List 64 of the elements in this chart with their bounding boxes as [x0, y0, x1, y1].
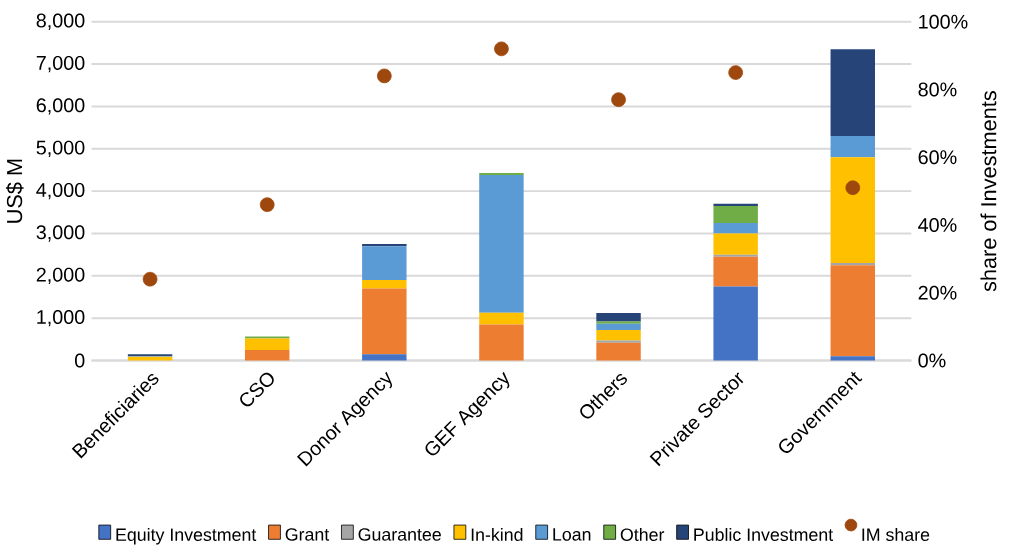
y-tick-label: 6,000	[36, 98, 85, 115]
legend-label: IM share	[862, 527, 930, 541]
bar	[362, 243, 407, 246]
bar	[830, 135, 875, 158]
legend-label: Public Investment	[694, 527, 834, 541]
bar	[479, 312, 524, 325]
y-tick-label: 4,000	[36, 182, 85, 200]
bar	[713, 203, 758, 206]
y2-tick-label: 100%	[919, 14, 968, 29]
bar	[713, 222, 758, 234]
legend-label: Grant	[285, 527, 330, 541]
bar	[596, 342, 641, 361]
point	[728, 65, 743, 80]
bar	[479, 174, 524, 313]
bar	[596, 323, 641, 330]
bar	[713, 233, 758, 255]
y-axis-title: US$ M	[5, 159, 24, 223]
bar	[362, 288, 407, 354]
point	[142, 271, 158, 287]
y-tick-label: 7,000	[36, 55, 85, 73]
bar	[830, 49, 875, 136]
y-tick-label: 5,000	[36, 140, 85, 157]
bar	[244, 349, 290, 361]
bar	[596, 329, 641, 341]
bar	[596, 312, 641, 322]
bar	[830, 356, 875, 361]
bar	[479, 172, 524, 175]
point	[845, 180, 861, 195]
bar	[713, 254, 758, 257]
bar	[713, 205, 758, 223]
y-tick-label: 3,000	[36, 225, 85, 242]
bar	[713, 286, 758, 361]
legend-label: Loan	[553, 528, 591, 541]
legend-label: Equity Investment	[116, 527, 257, 545]
y2-tick-label: 60%	[918, 150, 957, 165]
y-tick-label: 8,000	[36, 13, 85, 30]
legend-label: Other	[620, 527, 665, 541]
point	[259, 197, 275, 212]
y2-tick-label: 40%	[918, 217, 957, 232]
bar	[244, 338, 290, 350]
bar	[830, 157, 875, 263]
bar	[362, 353, 407, 361]
bar	[596, 340, 641, 343]
bar	[479, 324, 524, 361]
bar	[596, 321, 641, 324]
y-tick-label: 2,000	[36, 267, 85, 284]
bar	[830, 265, 875, 357]
y2-tick-label: 0%	[918, 353, 946, 368]
bar	[127, 356, 173, 361]
legend-label: In-kind	[471, 527, 523, 541]
point	[377, 68, 392, 84]
point	[611, 92, 626, 107]
bar	[244, 336, 290, 339]
y2-axis-title: share of Investments	[980, 90, 997, 292]
bar	[713, 256, 758, 287]
y-tick-label: 0	[74, 353, 85, 368]
bar	[362, 279, 407, 289]
bar	[362, 245, 407, 280]
point	[494, 41, 509, 56]
bar	[830, 262, 875, 266]
y2-tick-label: 20%	[918, 285, 957, 300]
y-tick-label: 1,000	[37, 309, 85, 327]
legend-label: Guarantee	[358, 527, 441, 541]
y2-tick-label: 80%	[918, 82, 957, 97]
